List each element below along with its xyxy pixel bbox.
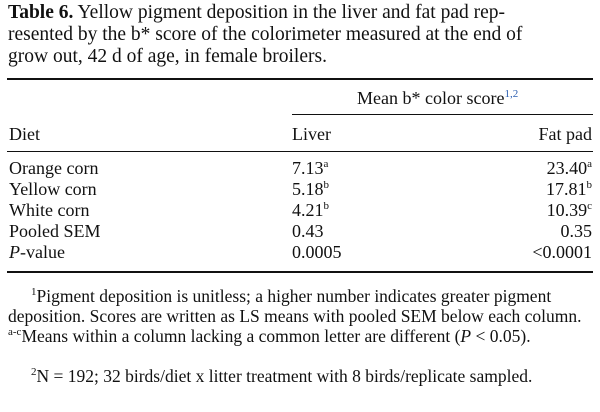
footnote-1-mark: 1: [31, 286, 37, 299]
table-row: White corn 4.21b 10.39c: [0, 200, 600, 221]
group-header-footnote-ref: 1,2: [504, 88, 519, 100]
cell-liver: 0.43: [292, 221, 324, 241]
cell-diet: Orange corn: [9, 158, 99, 178]
cell-liver: 7.13a: [292, 158, 329, 178]
cell-liver: 5.18b: [292, 179, 329, 199]
table-row: Yellow corn 5.18b 17.81b: [0, 179, 600, 200]
cell-fat-pad: 17.81b: [546, 179, 592, 199]
top-rule: [7, 78, 593, 80]
cell-fat-pad: 0.35: [560, 221, 593, 241]
header-rule: [7, 151, 593, 152]
cell-liver: 4.21b: [292, 200, 329, 220]
cell-diet: Yellow corn: [9, 179, 97, 199]
cell-liver: 0.0005: [292, 242, 342, 262]
footnote-1-letter-mark: a-c: [8, 326, 22, 339]
table-row: P-value 0.0005 <0.0001: [0, 242, 600, 263]
table-label: Table 6.: [8, 2, 74, 23]
caption-line-1: Yellow pigment deposition in the liver a…: [77, 2, 506, 23]
cell-diet: White corn: [9, 200, 90, 220]
caption-line-2: resented by the b* score of the colorime…: [8, 24, 523, 45]
footnote-1: 1Pigment deposition is unitless; a highe…: [8, 286, 582, 346]
footnote-2: 2N = 192; 32 birds/diet x litter treatme…: [31, 366, 533, 386]
table-row: Orange corn 7.13a 23.40a: [0, 158, 600, 179]
group-rule: [292, 114, 593, 115]
bottom-rule: [7, 271, 593, 273]
table-row: Pooled SEM 0.43 0.35: [0, 221, 600, 242]
cell-diet: P-value: [9, 242, 65, 262]
cell-fat-pad: 10.39c: [546, 200, 592, 220]
footnote-2-mark: 2: [31, 366, 37, 379]
table-caption: Table 6. Yellow pigment deposition in th…: [8, 2, 588, 68]
cell-diet: Pooled SEM: [9, 221, 101, 241]
col-header-liver: Liver: [292, 124, 331, 144]
col-header-diet: Diet: [9, 124, 40, 144]
cell-fat-pad: 23.40a: [546, 158, 592, 178]
cell-fat-pad: <0.0001: [532, 242, 592, 262]
caption-line-3: grow out, 42 d of age, in female broiler…: [8, 46, 327, 67]
col-header-fat-pad: Fat pad: [538, 124, 593, 144]
group-header: Mean b* color score1,2: [357, 88, 519, 108]
